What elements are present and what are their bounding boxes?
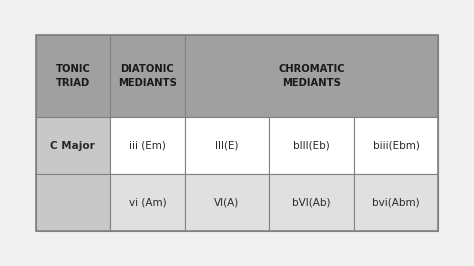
Text: vi (Am): vi (Am) [128,198,166,208]
Bar [185,117,269,174]
Text: DIATONIC
MEDIANTS: DIATONIC MEDIANTS [118,64,177,88]
Text: TONIC
TRIAD: TONIC TRIAD [55,64,90,88]
Bar [354,117,438,174]
Text: bvi(Abm): bvi(Abm) [373,198,420,208]
Text: biii(Ebm): biii(Ebm) [373,141,419,151]
Bar [36,35,110,117]
Text: III(E): III(E) [215,141,239,151]
Bar [269,174,354,231]
Bar [36,117,110,174]
Text: C Major: C Major [50,141,95,151]
Bar [36,35,438,231]
Bar [185,35,438,117]
Text: iii (Em): iii (Em) [129,141,166,151]
Bar [110,174,184,231]
Bar [269,117,354,174]
Text: VI(A): VI(A) [214,198,239,208]
Bar [354,174,438,231]
Text: bVI(Ab): bVI(Ab) [292,198,331,208]
Text: bIII(Eb): bIII(Eb) [293,141,330,151]
Bar [36,174,110,231]
Text: CHROMATIC
MEDIANTS: CHROMATIC MEDIANTS [278,64,345,88]
Bar [110,117,184,174]
Bar [185,174,269,231]
Bar [110,35,184,117]
